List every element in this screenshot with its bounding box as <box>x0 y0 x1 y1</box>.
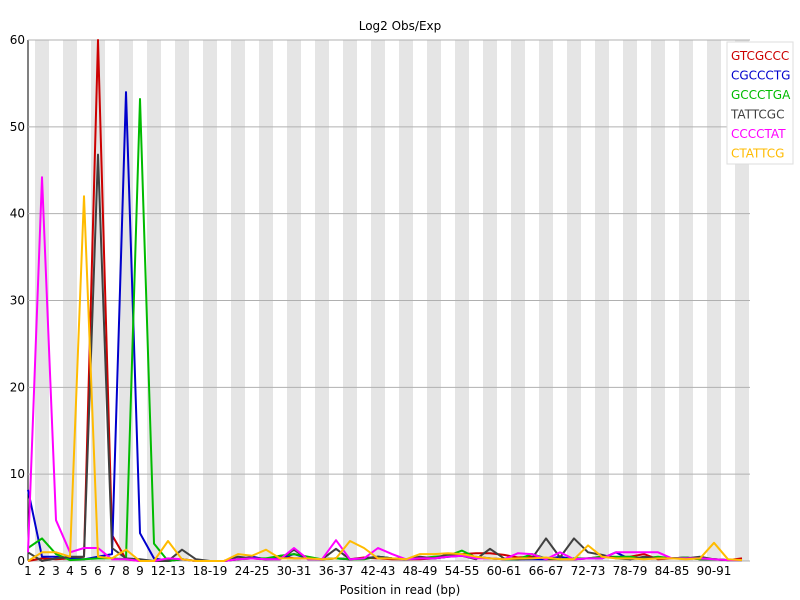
series-line-ctattcg <box>27 195 743 562</box>
legend-item: CTATTCG <box>731 147 784 161</box>
legend: GTCGCCC CGCCCTG GCCCTGA TATTCGC CCCCTAT CTATT… <box>726 41 794 165</box>
y-gridlines <box>28 39 750 562</box>
y-tick-label: 50 <box>10 120 25 134</box>
x-tick-label: 8 <box>122 564 130 578</box>
x-tick-label: 5 <box>80 564 88 578</box>
x-tick-label: 2 <box>38 564 46 578</box>
legend-item: GCCCTGA <box>731 88 791 102</box>
x-tick-label: 90-91 <box>697 564 732 578</box>
x-tick-label: 84-85 <box>655 564 690 578</box>
x-tick-label: 6 <box>94 564 102 578</box>
x-tick-label: 7 <box>108 564 116 578</box>
x-tick-label: 54-55 <box>445 564 480 578</box>
x-tick-label: 1 <box>24 564 32 578</box>
x-axis-label: Position in read (bp) <box>340 583 461 597</box>
x-tick-label: 36-37 <box>319 564 354 578</box>
y-tick-label: 10 <box>10 467 25 481</box>
chart-title: Log2 Obs/Exp <box>359 19 442 33</box>
legend-item: CCCCTAT <box>731 127 786 141</box>
y-tick-label: 40 <box>10 207 25 221</box>
series-lines <box>27 39 743 562</box>
x-tick-label: 42-43 <box>361 564 396 578</box>
x-tick-label: 24-25 <box>235 564 270 578</box>
y-tick-labels: 0 10 20 30 40 50 60 <box>10 33 25 568</box>
x-tick-label: 18-19 <box>193 564 228 578</box>
x-tick-label: 48-49 <box>403 564 438 578</box>
x-tick-label: 30-31 <box>277 564 312 578</box>
x-tick-label: 66-67 <box>529 564 564 578</box>
legend-item: GTCGCCC <box>731 49 789 63</box>
x-tick-label: 78-79 <box>613 564 648 578</box>
x-tick-label: 12-13 <box>151 564 186 578</box>
y-tick-label: 30 <box>10 294 25 308</box>
x-tick-labels: 1 2 3 4 5 6 7 8 9 12-13 18-19 24-25 30-31 36-37 42-43 4… <box>24 564 731 578</box>
y-tick-label: 60 <box>10 33 25 47</box>
x-tick-label: 3 <box>52 564 60 578</box>
x-tick-label: 9 <box>136 564 144 578</box>
y-tick-label: 20 <box>10 380 25 394</box>
legend-item: TATTCGC <box>730 108 784 122</box>
x-tick-label: 4 <box>66 564 74 578</box>
legend-item: CGCCCTG <box>731 69 790 83</box>
y-tick-label: 0 <box>17 554 25 568</box>
x-tick-label: 72-73 <box>571 564 606 578</box>
legend-box <box>726 41 794 165</box>
x-tick-label: 60-61 <box>487 564 522 578</box>
